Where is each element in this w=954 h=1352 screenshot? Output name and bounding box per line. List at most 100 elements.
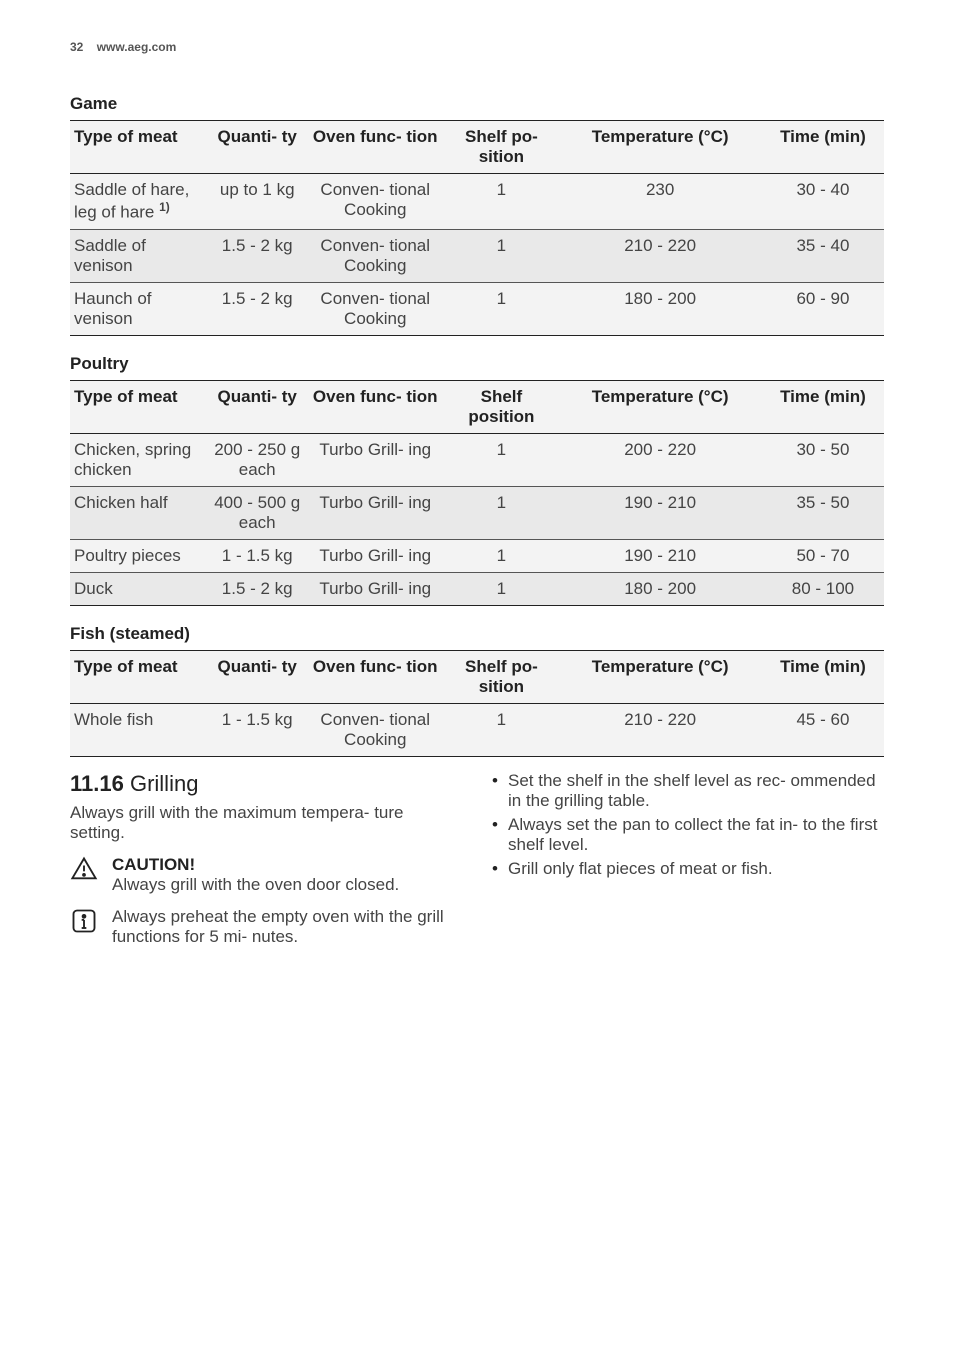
table-row: Whole fish 1 - 1.5 kg Conven- tional Coo…	[70, 703, 884, 756]
col-type: Type of meat	[70, 121, 208, 174]
col-type: Type of meat	[70, 650, 208, 703]
cell-temp: 180 - 200	[558, 282, 762, 335]
cell-shelf: 1	[444, 703, 558, 756]
grilling-bullet-list: Set the shelf in the shelf level as rec-…	[492, 771, 884, 879]
table-row: Saddle of hare, leg of hare 1) up to 1 k…	[70, 174, 884, 230]
cell-func: Turbo Grill- ing	[306, 572, 444, 605]
cell-shelf: 1	[444, 433, 558, 486]
caution-icon	[70, 855, 100, 895]
cell-qty: 200 - 250 g each	[208, 433, 306, 486]
col-type: Type of meat	[70, 380, 208, 433]
col-time: Time (min)	[762, 121, 884, 174]
cell-shelf: 1	[444, 486, 558, 539]
cell-func: Turbo Grill- ing	[306, 539, 444, 572]
info-block: Always preheat the empty oven with the g…	[70, 907, 462, 947]
table-title-game: Game	[70, 94, 884, 114]
cell-time: 30 - 40	[762, 174, 884, 230]
list-item: Set the shelf in the shelf level as rec-…	[492, 771, 884, 811]
info-text: Always preheat the empty oven with the g…	[112, 907, 462, 947]
site-url: www.aeg.com	[97, 40, 177, 54]
col-qty: Quanti- ty	[208, 650, 306, 703]
table-row: Haunch of venison 1.5 - 2 kg Conven- tio…	[70, 282, 884, 335]
table-fish: Type of meat Quanti- ty Oven func- tion …	[70, 650, 884, 757]
cell-func: Turbo Grill- ing	[306, 433, 444, 486]
col-shelf: Shelf po- sition	[444, 650, 558, 703]
cell-func: Conven- tional Cooking	[306, 174, 444, 230]
table-game: Type of meat Quanti- ty Oven func- tion …	[70, 120, 884, 336]
table-title-fish: Fish (steamed)	[70, 624, 884, 644]
page-number: 32	[70, 40, 83, 54]
cell-func: Conven- tional Cooking	[306, 282, 444, 335]
cell-type: Chicken half	[70, 486, 208, 539]
cell-type: Saddle of venison	[70, 229, 208, 282]
cell-temp: 180 - 200	[558, 572, 762, 605]
table-poultry: Type of meat Quanti- ty Oven func- tion …	[70, 380, 884, 606]
cell-time: 50 - 70	[762, 539, 884, 572]
cell-qty: 1.5 - 2 kg	[208, 572, 306, 605]
cell-qty: 400 - 500 g each	[208, 486, 306, 539]
list-item: Always set the pan to collect the fat in…	[492, 815, 884, 855]
cell-shelf: 1	[444, 174, 558, 230]
cell-type: Chicken, spring chicken	[70, 433, 208, 486]
table-title-poultry: Poultry	[70, 354, 884, 374]
table-row: Poultry pieces 1 - 1.5 kg Turbo Grill- i…	[70, 539, 884, 572]
col-func: Oven func- tion	[306, 121, 444, 174]
cell-time: 45 - 60	[762, 703, 884, 756]
cell-func: Turbo Grill- ing	[306, 486, 444, 539]
grilling-right-column: Set the shelf in the shelf level as rec-…	[492, 771, 884, 947]
cell-type: Haunch of venison	[70, 282, 208, 335]
cell-qty: 1 - 1.5 kg	[208, 539, 306, 572]
section-number: 11.16	[70, 771, 124, 796]
col-temp: Temperature (°C)	[558, 380, 762, 433]
cell-type: Poultry pieces	[70, 539, 208, 572]
cell-shelf: 1	[444, 572, 558, 605]
col-shelf: Shelf po- sition	[444, 121, 558, 174]
section-title: Grilling	[130, 771, 198, 796]
cell-shelf: 1	[444, 539, 558, 572]
cell-type: Saddle of hare, leg of hare	[74, 180, 189, 222]
cell-temp: 210 - 220	[558, 703, 762, 756]
cell-time: 80 - 100	[762, 572, 884, 605]
section-heading-grilling: 11.16 Grilling	[70, 771, 462, 797]
col-func: Oven func- tion	[306, 380, 444, 433]
col-func: Oven func- tion	[306, 650, 444, 703]
cell-time: 35 - 50	[762, 486, 884, 539]
list-item: Grill only flat pieces of meat or fish.	[492, 859, 884, 879]
col-qty: Quanti- ty	[208, 380, 306, 433]
cell-qty: 1.5 - 2 kg	[208, 282, 306, 335]
cell-func: Conven- tional Cooking	[306, 229, 444, 282]
page-header: 32 www.aeg.com	[70, 40, 884, 54]
footnote-ref: 1)	[159, 200, 170, 214]
col-qty: Quanti- ty	[208, 121, 306, 174]
table-row: Chicken, spring chicken 200 - 250 g each…	[70, 433, 884, 486]
cell-temp: 210 - 220	[558, 229, 762, 282]
cell-temp: 200 - 220	[558, 433, 762, 486]
col-time: Time (min)	[762, 380, 884, 433]
cell-func: Conven- tional Cooking	[306, 703, 444, 756]
cell-time: 35 - 40	[762, 229, 884, 282]
cell-qty: up to 1 kg	[208, 174, 306, 230]
cell-type: Whole fish	[70, 703, 208, 756]
cell-shelf: 1	[444, 229, 558, 282]
col-temp: Temperature (°C)	[558, 121, 762, 174]
caution-block: CAUTION! Always grill with the oven door…	[70, 855, 462, 895]
col-temp: Temperature (°C)	[558, 650, 762, 703]
table-row: Chicken half 400 - 500 g each Turbo Gril…	[70, 486, 884, 539]
cell-qty: 1 - 1.5 kg	[208, 703, 306, 756]
table-row: Saddle of venison 1.5 - 2 kg Conven- tio…	[70, 229, 884, 282]
cell-temp: 190 - 210	[558, 486, 762, 539]
caution-label: CAUTION!	[112, 855, 399, 875]
cell-temp: 190 - 210	[558, 539, 762, 572]
cell-type: Duck	[70, 572, 208, 605]
cell-shelf: 1	[444, 282, 558, 335]
cell-time: 30 - 50	[762, 433, 884, 486]
col-shelf: Shelf position	[444, 380, 558, 433]
info-icon	[70, 907, 100, 947]
col-time: Time (min)	[762, 650, 884, 703]
cell-qty: 1.5 - 2 kg	[208, 229, 306, 282]
cell-temp: 230	[558, 174, 762, 230]
grilling-intro: Always grill with the maximum tempera- t…	[70, 803, 462, 843]
cell-time: 60 - 90	[762, 282, 884, 335]
caution-text: Always grill with the oven door closed.	[112, 875, 399, 895]
table-row: Duck 1.5 - 2 kg Turbo Grill- ing 1 180 -…	[70, 572, 884, 605]
